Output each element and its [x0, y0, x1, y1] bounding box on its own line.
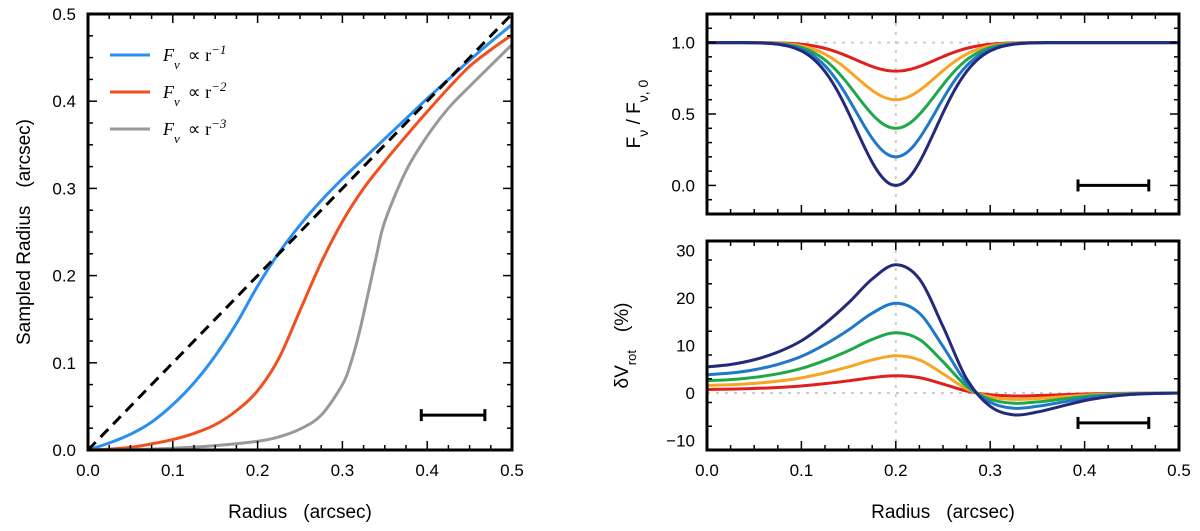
y-tick-label: 0.0: [671, 176, 695, 195]
left-y-axis-label: Sampled Radius(arcsec): [14, 119, 35, 345]
x-tick-label: 0.3: [978, 461, 1002, 480]
y-tick-label: 10: [676, 337, 695, 356]
x-tick-label: 0.3: [331, 461, 355, 480]
left-series-group: [86, 12, 514, 452]
y-tick-label: 0.1: [52, 354, 76, 373]
bottom-right-x-axis-label: Radius (arcsec): [871, 502, 1015, 523]
y-tick-label: 30: [676, 242, 695, 261]
y-tick-label: 0.3: [52, 179, 76, 198]
left-plot-frame: [86, 12, 514, 452]
y-tick-label: 0.4: [52, 92, 76, 111]
left-legend: Fν ∝ r−1 Fν ∝ r−2 Fν ∝ r−3: [110, 42, 227, 146]
legend-label: Fν ∝ r−1: [162, 42, 226, 72]
x-tick-label: 0.2: [246, 461, 270, 480]
top-right-series-group: [707, 41, 1179, 187]
left-panel: 0.0 0.1 0.2 0.3 0.4 0.5 0.0 0.1 0.2 0.3 0.4 0.5 Fν ∝…: [14, 5, 524, 523]
y-tick-label: 0: [686, 384, 695, 403]
top-right-grid-lines: [707, 14, 1179, 214]
series-line: [87, 33, 513, 452]
bottom-right-grid-lines: [707, 241, 1179, 450]
bottom-right-panel: 0.0 0.1 0.2 0.3 0.4 0.5 −10 0 10 20 30 Radius (arcs…: [612, 239, 1191, 523]
top-right-panel: 0.0 0.5 1.0 Fν / Fν, 0: [624, 12, 1181, 216]
y-tick-label: −10: [666, 432, 695, 451]
y-tick-label: 0.5: [671, 105, 695, 124]
y-tick-label: 0.2: [52, 267, 76, 286]
left-x-axis-label: Radius (arcsec): [228, 502, 372, 523]
series-line: [706, 263, 1180, 417]
series-line: [87, 43, 514, 452]
y-tick-label: 0.5: [52, 5, 76, 24]
legend-label: Fν ∝ r−2: [162, 79, 227, 109]
bottom-right-y-axis-label: δVrot(%): [612, 303, 639, 389]
x-tick-label: 0.5: [1167, 461, 1191, 480]
bottom-right-series-group: [706, 263, 1180, 417]
x-tick-label: 0.0: [695, 461, 719, 480]
series-line: [707, 41, 1179, 102]
x-tick-label: 0.4: [1073, 461, 1097, 480]
top-right-plot-frame: [705, 12, 1181, 216]
x-tick-label: 0.1: [161, 461, 185, 480]
left-ticks: 0.0 0.1 0.2 0.3 0.4 0.5 0.0 0.1 0.2 0.3 0.4 0.5: [52, 5, 523, 480]
x-tick-label: 0.1: [790, 461, 814, 480]
bottom-right-plot-frame: [705, 239, 1181, 452]
y-tick-label: 1.0: [671, 34, 695, 53]
x-tick-label: 0.2: [884, 461, 908, 480]
series-line: [707, 41, 1179, 187]
top-right-y-axis-label: Fν / Fν, 0: [624, 79, 651, 148]
y-tick-label: 20: [676, 289, 695, 308]
x-tick-label: 0.0: [76, 461, 100, 480]
legend-label: Fν ∝ r−3: [162, 116, 227, 146]
x-tick-label: 0.5: [500, 461, 524, 480]
series-line: [707, 41, 1179, 73]
series-line: [707, 41, 1179, 159]
y-tick-label: 0.0: [52, 441, 76, 460]
one-to-one-dashed-line: [86, 12, 514, 452]
x-tick-label: 0.4: [415, 461, 439, 480]
